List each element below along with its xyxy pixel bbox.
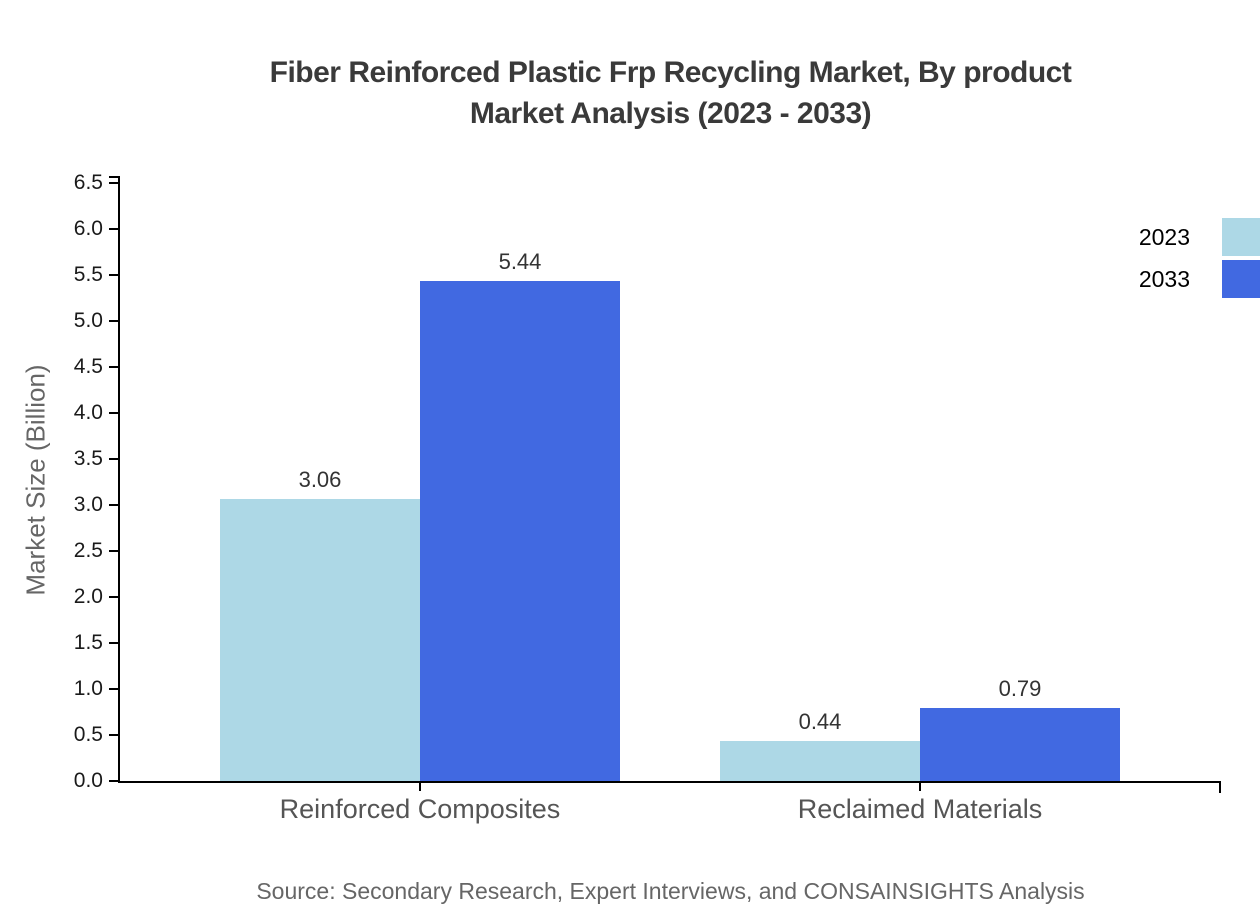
bar-2033-1	[420, 281, 620, 781]
x-axis-end-cap	[1219, 781, 1221, 793]
x-axis-line	[118, 781, 1221, 783]
y-axis-tick	[109, 504, 118, 506]
chart-title: Fiber Reinforced Plastic Frp Recycling M…	[120, 52, 1221, 134]
legend-label-2023: 2023	[1138, 223, 1190, 250]
y-axis-tick-label: 3.0	[73, 493, 103, 516]
y-axis-tick-label: 1.0	[73, 677, 103, 700]
x-axis-tick	[419, 781, 421, 791]
bar-value-label: 0.44	[798, 709, 842, 734]
x-axis-category-label: Reclaimed Materials	[797, 794, 1043, 824]
bar-value-label: 0.79	[998, 676, 1042, 701]
legend-item-2033: 2033	[1139, 260, 1260, 298]
y-axis-tick-label: 5.5	[73, 263, 103, 286]
legend-swatch-2033	[1222, 260, 1260, 298]
y-axis-tick	[109, 458, 118, 460]
y-axis-tick-label: 4.0	[73, 401, 103, 424]
y-axis-tick	[109, 734, 118, 736]
bar-2033-2	[920, 708, 1120, 781]
y-axis-tick	[109, 366, 118, 368]
bar-2023-1	[220, 499, 420, 781]
y-axis-line	[118, 176, 120, 783]
legend-label-2033: 2033	[1138, 265, 1190, 292]
y-axis-tick	[109, 274, 118, 276]
source-note: Source: Secondary Research, Expert Inter…	[256, 878, 1085, 904]
y-axis-tick-label: 5.0	[73, 309, 103, 332]
y-axis-tick-label: 2.5	[73, 539, 103, 562]
y-axis-tick-label: 4.5	[73, 355, 103, 378]
y-axis-tick-label: 0.0	[73, 769, 103, 792]
y-axis-tick	[109, 688, 118, 690]
legend-swatch-2023	[1222, 218, 1260, 256]
chart-title-line-1: Fiber Reinforced Plastic Frp Recycling M…	[269, 56, 1072, 89]
plot-area: 0.0 0.5 1.0 1.5 2.0 2.5 3.0 3.5 4.0 4.5 5.0 5.5 6.0 6…	[74, 171, 1221, 824]
y-axis-tick	[109, 228, 118, 230]
y-axis-tick	[109, 412, 118, 414]
y-axis-tick	[109, 320, 118, 322]
x-axis-category-label: Reinforced Composites	[279, 794, 561, 824]
legend: 2023 2033	[1139, 218, 1260, 302]
y-axis-tick-label: 6.0	[73, 217, 103, 240]
y-axis-tick-label: 0.5	[73, 723, 103, 746]
y-axis-end-cap	[109, 176, 120, 178]
y-axis-tick-label: 2.0	[73, 585, 103, 608]
y-axis-tick	[109, 182, 118, 184]
x-axis-tick	[919, 781, 921, 791]
y-axis-tick	[109, 550, 118, 552]
bar-2023-2	[720, 741, 920, 781]
y-axis-tick-label: 1.5	[73, 631, 103, 654]
y-axis-tick	[109, 780, 118, 782]
chart-title-line-2: Market Analysis (2023 - 2033)	[469, 97, 872, 130]
y-axis-tick	[109, 642, 118, 644]
y-axis-tick-label: 6.5	[73, 171, 103, 194]
y-axis-tick-label: 3.5	[73, 447, 103, 470]
y-axis-tick	[109, 596, 118, 598]
legend-item-2023: 2023	[1139, 218, 1260, 256]
bar-value-label: 5.44	[498, 249, 542, 274]
bar-value-label: 3.06	[298, 467, 342, 492]
